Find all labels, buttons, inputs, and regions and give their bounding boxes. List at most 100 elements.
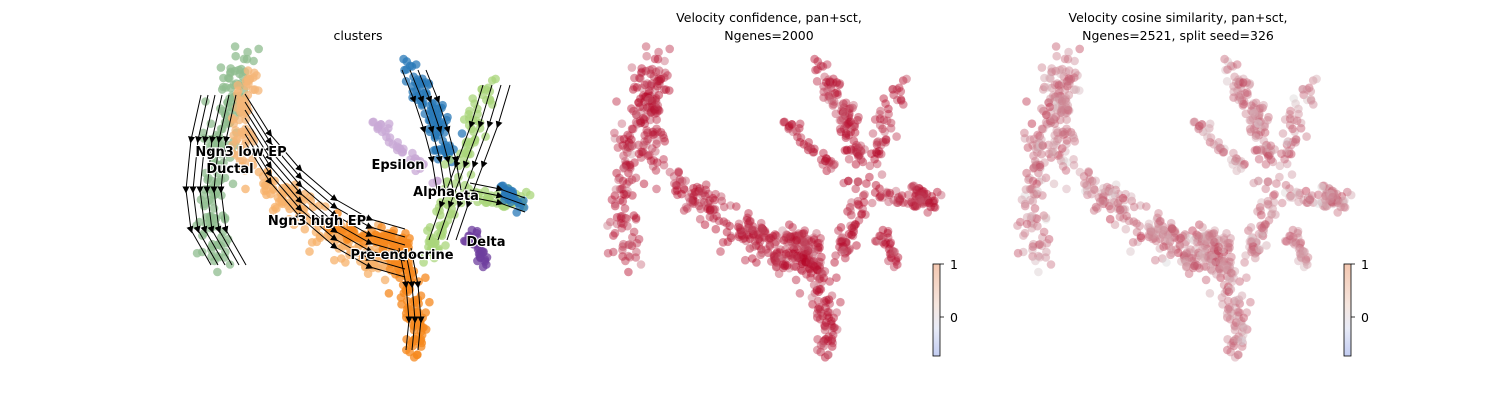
cell-point — [799, 244, 808, 253]
cell-point — [647, 79, 656, 88]
cell-point — [1266, 141, 1276, 150]
cell-point — [1201, 275, 1211, 285]
cell-point — [809, 249, 818, 258]
cell-point — [748, 226, 757, 235]
cell-point — [627, 63, 637, 72]
cell-point — [910, 202, 920, 212]
cell-point — [1093, 204, 1102, 213]
cell-point — [782, 237, 792, 247]
cell-point — [893, 193, 903, 202]
cell-point — [1322, 185, 1332, 195]
cell-point — [616, 214, 626, 223]
cell-point — [737, 231, 747, 240]
cell-point — [823, 350, 833, 360]
cell-point — [1060, 129, 1070, 138]
cell-point — [874, 146, 884, 156]
cell-point — [1330, 193, 1340, 203]
cell-point — [1022, 168, 1031, 178]
cell-point — [832, 325, 842, 334]
cell-point — [883, 226, 893, 236]
cell-point — [650, 105, 659, 114]
cell-point — [688, 198, 697, 207]
cell-point — [843, 246, 852, 256]
cell-point — [228, 179, 238, 189]
cell-point — [891, 255, 901, 264]
cell-point — [876, 191, 885, 201]
cell-point — [1217, 237, 1226, 246]
cell-point — [703, 199, 712, 208]
cell-point — [797, 266, 807, 276]
cell-point — [1037, 124, 1047, 134]
cell-point — [1327, 197, 1336, 206]
cell-point — [1073, 71, 1082, 80]
cell-point — [1249, 178, 1258, 188]
cell-point — [650, 129, 660, 138]
cell-point — [1299, 195, 1308, 205]
cell-point — [617, 119, 627, 128]
cell-point — [1250, 146, 1260, 155]
cell-point — [1032, 139, 1041, 149]
cell-point — [637, 83, 647, 93]
cell-point — [803, 252, 812, 262]
cell-point — [1166, 250, 1175, 260]
cell-point — [821, 298, 831, 307]
cell-point — [706, 203, 715, 212]
cell-point — [1151, 255, 1160, 265]
cell-point — [813, 304, 823, 314]
cell-point — [1207, 230, 1216, 240]
cell-point — [1054, 151, 1063, 161]
cell-point — [656, 74, 665, 84]
cell-point — [847, 198, 856, 207]
cell-point — [1158, 225, 1167, 234]
cell-point — [1201, 231, 1211, 240]
cell-point — [1100, 187, 1110, 197]
cell-point — [1245, 80, 1254, 90]
cell-point — [413, 350, 422, 359]
cell-point — [1246, 116, 1256, 125]
cell-point — [426, 237, 435, 246]
cell-point — [1032, 161, 1041, 170]
cell-point — [1054, 89, 1063, 98]
cell-point — [917, 192, 926, 202]
panel-velocity-cosine: Velocity cosine similarity, pan+sct, Nge… — [1013, 10, 1369, 362]
cell-point — [786, 237, 796, 246]
cell-point — [1297, 253, 1306, 263]
cell-point — [233, 81, 243, 90]
cell-point — [1060, 95, 1070, 104]
cell-point — [1294, 256, 1303, 266]
cell-point — [1230, 72, 1239, 82]
cell-point — [1237, 321, 1247, 331]
cell-point — [1332, 198, 1342, 207]
cell-point — [1216, 144, 1226, 153]
cell-point — [636, 153, 646, 162]
cell-point — [816, 308, 826, 317]
cell-point — [806, 260, 816, 269]
cell-point — [640, 119, 649, 128]
cell-point — [835, 80, 844, 90]
cell-point — [1250, 249, 1260, 258]
cell-point — [653, 81, 662, 91]
cell-point — [930, 203, 940, 212]
cell-point — [677, 189, 686, 199]
cell-point — [883, 228, 892, 238]
cell-point — [638, 147, 648, 157]
cell-point — [1223, 296, 1233, 306]
cell-point — [1227, 277, 1237, 287]
cell-point — [1260, 220, 1270, 229]
cell-point — [1235, 77, 1245, 86]
cell-point — [845, 202, 855, 212]
cell-point — [631, 215, 641, 224]
cell-point — [812, 272, 822, 281]
cell-point — [888, 85, 897, 94]
cell-point — [701, 180, 711, 189]
cell-point — [1129, 217, 1138, 226]
velocity-streamline — [210, 94, 240, 266]
cell-point — [816, 155, 826, 164]
cell-point — [1209, 251, 1218, 260]
cell-point — [645, 96, 654, 105]
cell-point — [1214, 236, 1224, 245]
cell-point — [852, 145, 861, 154]
cell-point — [1206, 251, 1216, 261]
cell-point — [620, 204, 630, 213]
cell-point — [1215, 257, 1225, 266]
